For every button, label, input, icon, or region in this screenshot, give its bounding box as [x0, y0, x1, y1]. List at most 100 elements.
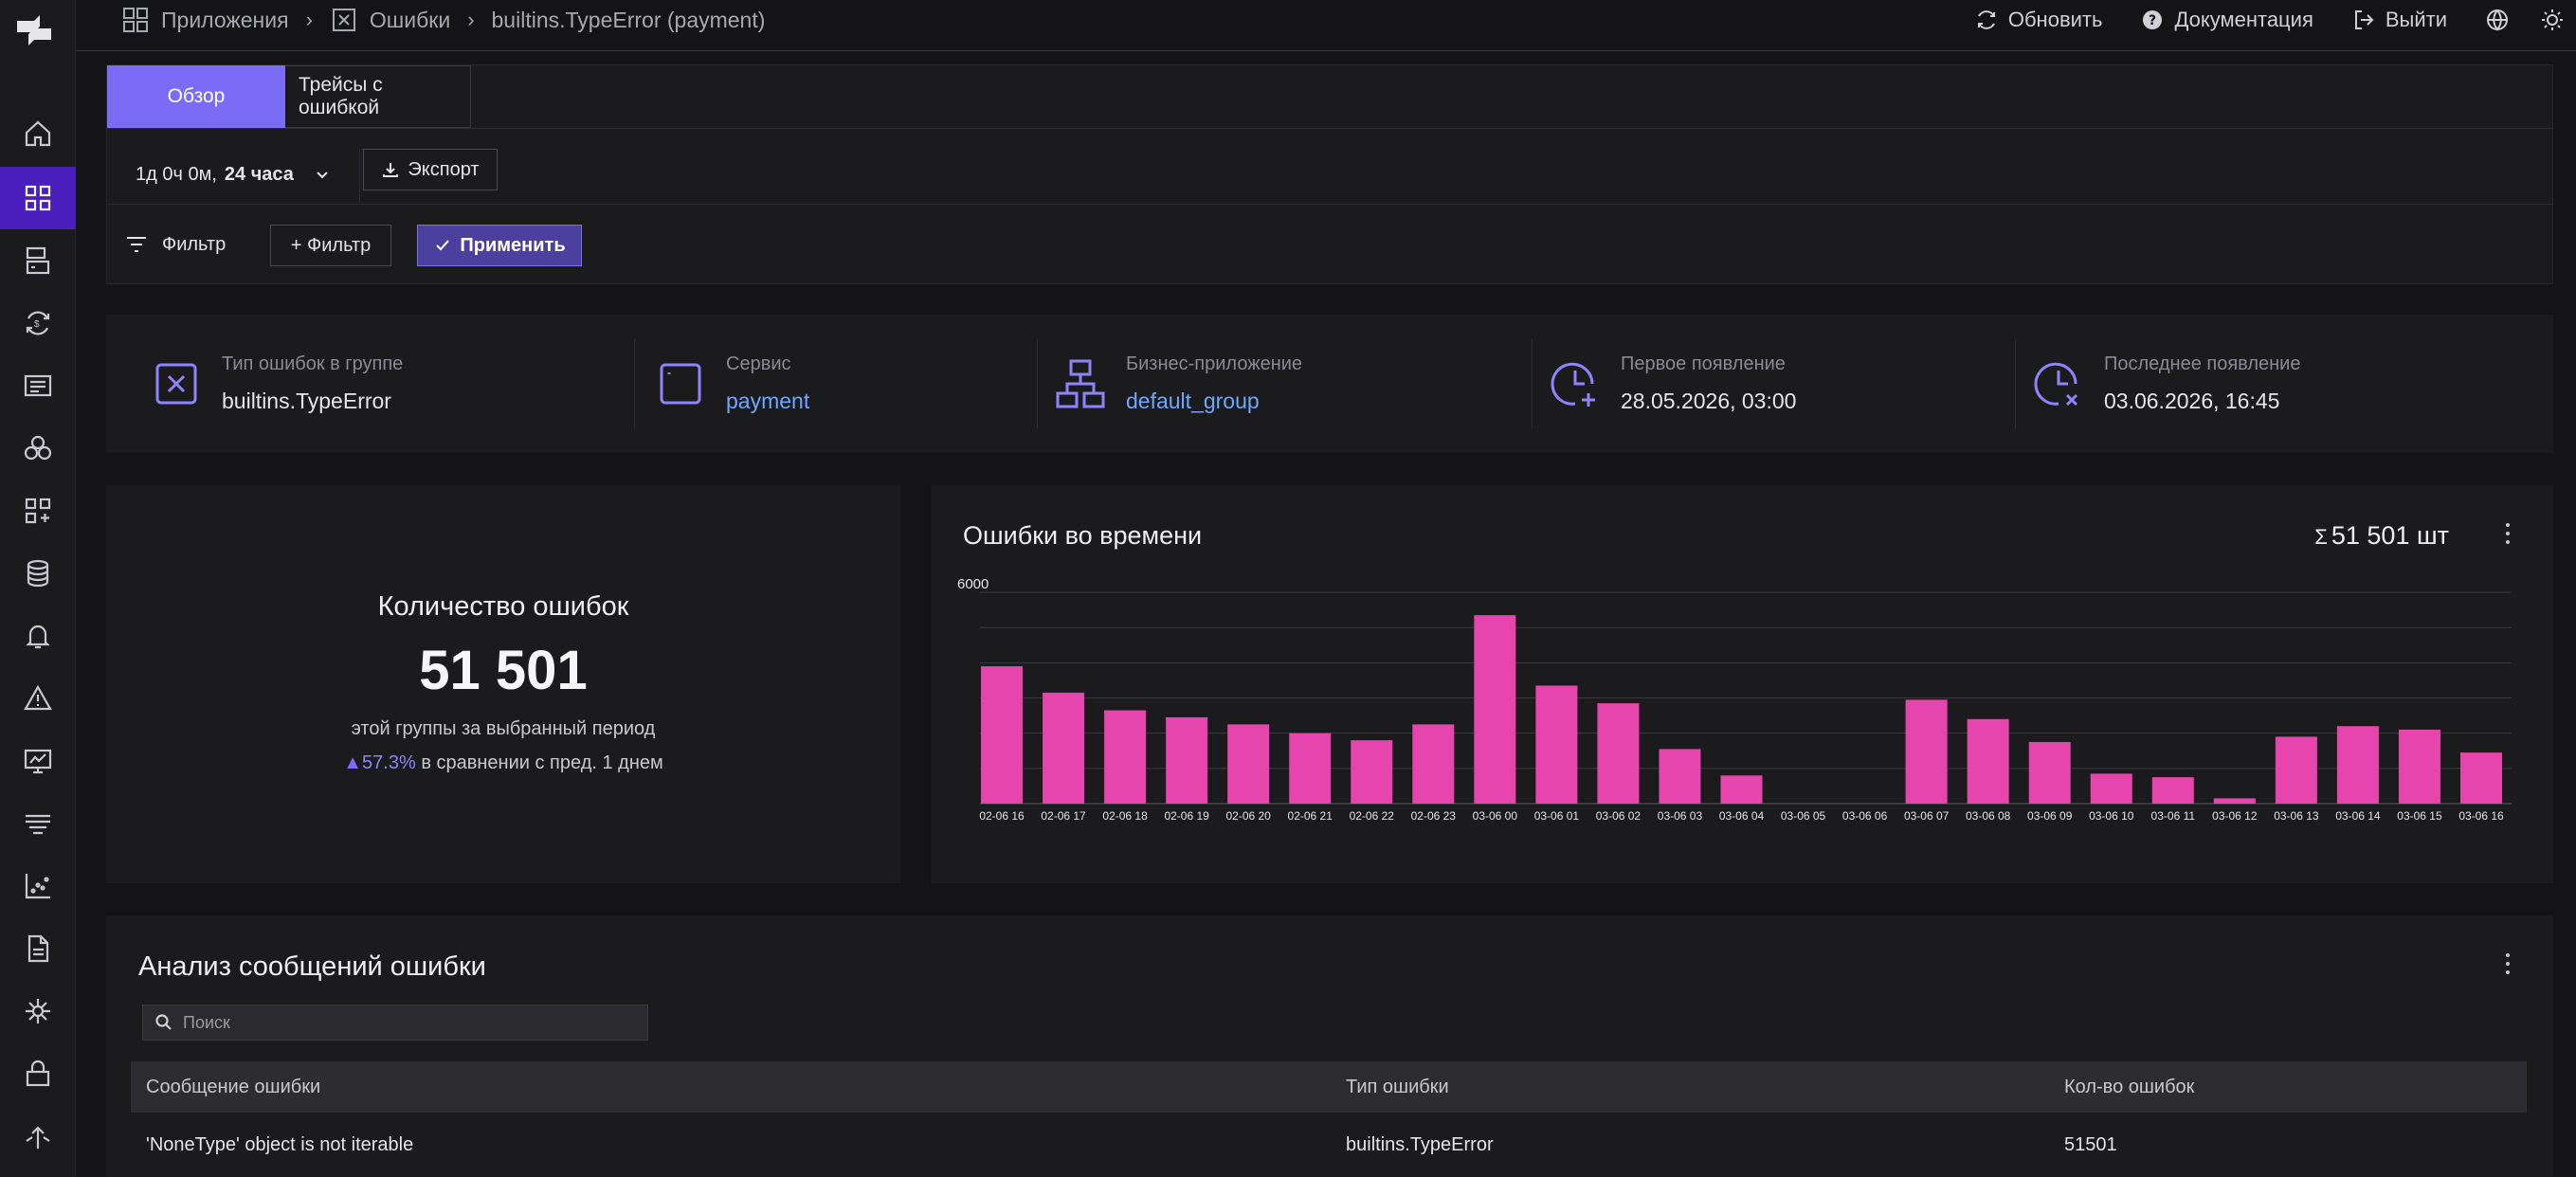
logout-label: Выйти — [2385, 8, 2447, 31]
sidebar-scatter-icon[interactable] — [0, 855, 76, 917]
apply-label: Применить — [460, 234, 566, 256]
chart-bar[interactable] — [1351, 740, 1393, 804]
x-tick-label: 03-06 09 — [2027, 809, 2073, 823]
chart-bar[interactable] — [1289, 733, 1332, 804]
chart-bar[interactable] — [1720, 775, 1763, 804]
logo-icon[interactable] — [13, 11, 55, 49]
sidebar-stack-icon[interactable] — [0, 792, 76, 855]
info-business-app-link[interactable]: default_group — [1126, 389, 1260, 413]
chart-bar[interactable] — [2275, 736, 2317, 804]
sidebar-sync-icon[interactable]: $ — [0, 292, 76, 354]
sidebar-deploy-icon[interactable] — [0, 1105, 76, 1168]
tab-overview[interactable]: Обзор — [107, 65, 285, 128]
x-tick-label: 03-06 04 — [1719, 809, 1765, 823]
sidebar-grid-icon[interactable] — [0, 480, 76, 542]
refresh-label: Обновить — [2007, 8, 2103, 31]
search-input[interactable] — [183, 1012, 638, 1033]
x-tick-label: 02-06 16 — [979, 809, 1025, 823]
check-icon — [436, 240, 450, 251]
chart-bar[interactable] — [1597, 703, 1640, 804]
chart-bar[interactable] — [2090, 773, 2132, 804]
count-change: 57.3% — [362, 752, 416, 773]
add-filter-button[interactable]: + Фильтр — [270, 225, 391, 266]
info-last-seen-label: Последнее появление — [2104, 353, 2301, 374]
sidebar-list-icon[interactable] — [0, 354, 76, 417]
errors-over-time-card: Ошибки во времени Σ 51 501 шт 6000 02-06 1… — [931, 485, 2553, 883]
refresh-button[interactable]: Обновить — [1974, 8, 2103, 32]
x-tick-label: 02-06 17 — [1041, 809, 1086, 823]
chart-bar[interactable] — [1967, 718, 2009, 804]
chart-title: Ошибки во времени — [963, 521, 1203, 550]
theme-sun-icon[interactable] — [2540, 8, 2565, 32]
chart-bar[interactable] — [2398, 729, 2440, 804]
table-header: Сообщение ошибки Тип ошибки Кол-во ошибо… — [131, 1061, 2527, 1113]
breadcrumb-current: builtins.TypeError (payment) — [492, 8, 766, 33]
hierarchy-icon — [1052, 355, 1109, 412]
chart-bar[interactable] — [1905, 699, 1948, 804]
chart-bar[interactable] — [1412, 724, 1455, 804]
sidebar-cluster-icon[interactable] — [0, 417, 76, 480]
chart-bar[interactable] — [981, 666, 1023, 804]
chart-bar[interactable] — [2028, 741, 2071, 804]
info-service-link[interactable]: payment — [726, 389, 810, 413]
info-last-seen: Последнее появление 03.06.2026, 16:45 — [2030, 315, 2300, 453]
sidebar-network-icon[interactable] — [0, 980, 76, 1042]
info-business-app-label: Бизнес-приложение — [1126, 353, 1303, 374]
breadcrumb-errors[interactable]: Ошибки — [330, 6, 450, 34]
chart-bar[interactable] — [1659, 749, 1701, 804]
globe-icon[interactable] — [2485, 8, 2510, 32]
table-menu-icon[interactable] — [2498, 950, 2517, 978]
sidebar-monitor-icon[interactable] — [0, 730, 76, 792]
sidebar-document-icon[interactable] — [0, 917, 76, 980]
cell-count: 51501 — [2064, 1133, 2117, 1155]
breadcrumb: Приложения › Ошибки › builtins.TypeError… — [121, 0, 765, 40]
chart-bar[interactable] — [2151, 777, 2194, 804]
x-tick-label: 03-06 02 — [1596, 809, 1642, 823]
divider — [107, 204, 2552, 205]
logout-button[interactable]: Выйти — [2351, 8, 2447, 32]
count-comparison: ▲57.3% в сравнении с пред. 1 днем — [106, 752, 900, 774]
x-tick-label: 03-06 10 — [2089, 809, 2134, 823]
info-error-type-value: builtins.TypeError — [222, 389, 391, 413]
chart-bar[interactable] — [2336, 726, 2379, 804]
sidebar-apps-icon[interactable] — [0, 167, 76, 229]
x-tick-label: 02-06 23 — [1411, 809, 1457, 823]
column-header-type[interactable]: Тип ошибки — [1346, 1076, 1449, 1097]
sidebar-home-icon[interactable] — [0, 102, 76, 165]
table-row[interactable]: 'NoneType' object is not iterable builti… — [131, 1113, 2527, 1177]
column-header-message[interactable]: Сообщение ошибки — [146, 1076, 321, 1097]
info-service: Сервис payment — [652, 315, 809, 453]
x-tick-label: 03-06 13 — [2274, 809, 2319, 823]
chart-bar[interactable] — [2460, 752, 2502, 804]
chart-bar[interactable] — [2213, 798, 2256, 804]
chart-bar[interactable] — [1043, 692, 1085, 804]
chart-bar[interactable] — [1227, 724, 1270, 804]
breadcrumb-apps[interactable]: Приложения — [121, 6, 289, 34]
chart-bar[interactable] — [1166, 716, 1208, 804]
export-button[interactable]: Экспорт — [363, 149, 498, 190]
search-box — [142, 1005, 648, 1041]
export-label: Экспорт — [408, 158, 480, 180]
x-tick-label: 03-06 12 — [2212, 809, 2258, 823]
chart-menu-icon[interactable] — [2498, 519, 2517, 548]
period-range: 1д 0ч 0м, — [136, 163, 217, 185]
period-selector[interactable]: 1д 0ч 0м, 24 часа — [136, 154, 332, 194]
sidebar-services-icon[interactable] — [0, 229, 76, 292]
apply-button[interactable]: Применить — [417, 225, 582, 266]
tab-traces[interactable]: Трейсы с ошибкой — [285, 65, 471, 128]
x-tick-label: 03-06 16 — [2458, 809, 2504, 823]
info-service-label: Сервис — [726, 353, 791, 374]
sidebar-lock-icon[interactable] — [0, 1042, 76, 1105]
sidebar-database-icon[interactable] — [0, 542, 76, 605]
sidebar-warning-icon[interactable] — [0, 667, 76, 730]
column-header-count[interactable]: Кол-во ошибок — [2064, 1076, 2195, 1097]
chart-bar[interactable] — [1535, 685, 1578, 804]
sidebar-bell-icon[interactable] — [0, 605, 76, 667]
info-error-type-label: Тип ошибок в группе — [222, 353, 404, 374]
chart-bar[interactable] — [1104, 710, 1147, 804]
chart-bar[interactable] — [1474, 615, 1516, 804]
docs-button[interactable]: ? Документация — [2140, 8, 2313, 32]
count-title: Количество ошибок — [377, 591, 629, 622]
count-subtitle: этой группы за выбранный период — [351, 718, 656, 739]
x-tick-label: 03-06 15 — [2397, 809, 2442, 823]
